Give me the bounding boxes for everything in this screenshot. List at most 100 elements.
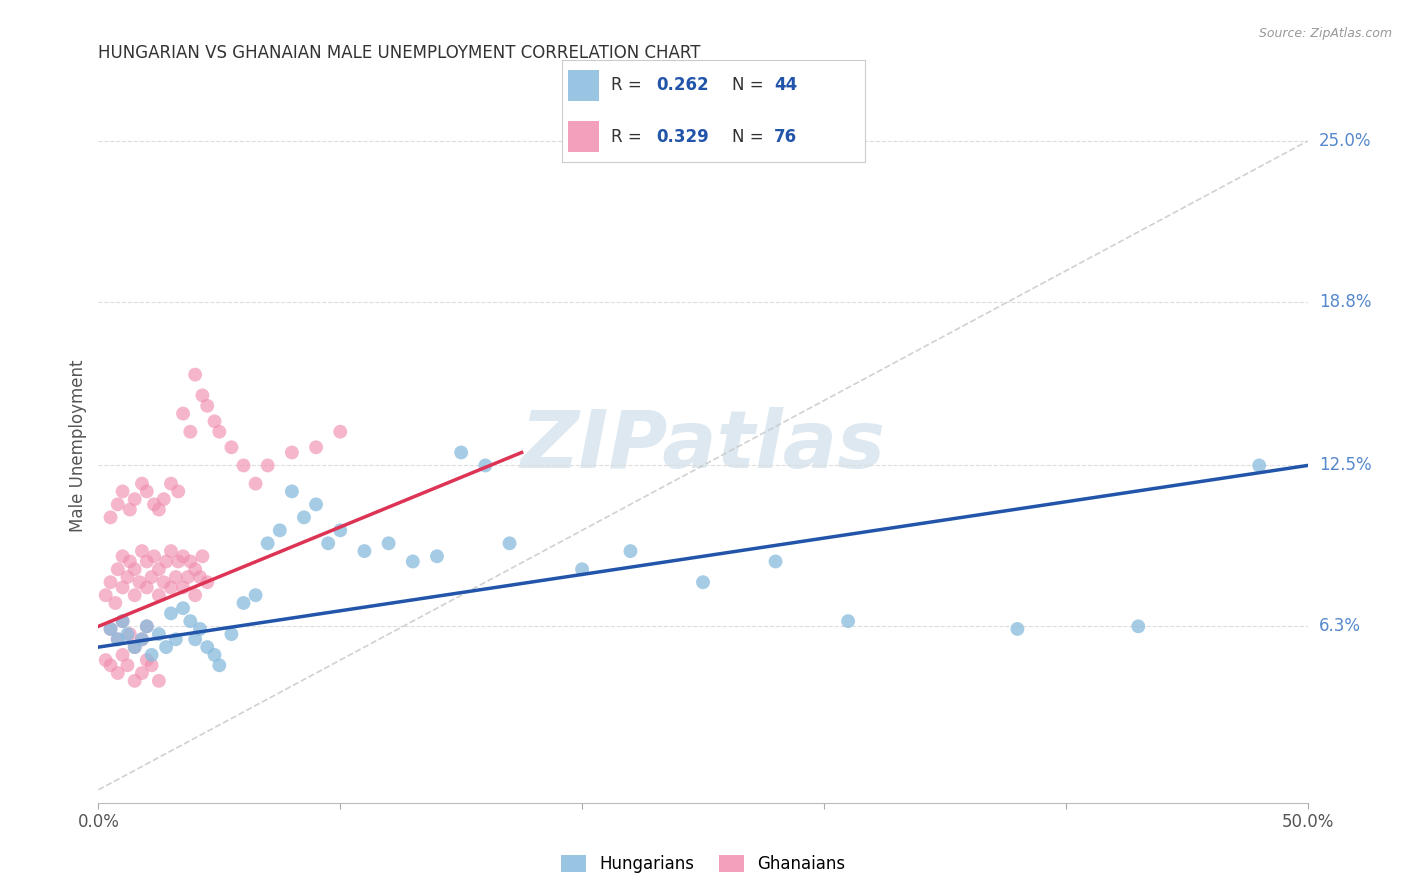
Point [305, 440, 328, 454]
Point [221, 627, 243, 641]
Point [172, 407, 194, 421]
Text: Source: ZipAtlas.com: Source: ZipAtlas.com [1258, 27, 1392, 40]
Point [118, 554, 141, 568]
Point [118, 502, 141, 516]
Point [107, 497, 129, 511]
Point [195, 575, 218, 590]
Point [232, 458, 254, 473]
Point [141, 658, 163, 673]
Point [160, 476, 183, 491]
Point [316, 536, 339, 550]
Text: 25.0%: 25.0% [1319, 132, 1371, 150]
Point [329, 425, 352, 439]
Point [135, 554, 157, 568]
Point [208, 658, 231, 673]
Point [124, 640, 146, 654]
Point [148, 588, 170, 602]
Point [160, 607, 183, 621]
Point [104, 596, 127, 610]
Point [353, 544, 375, 558]
Point [195, 640, 218, 654]
Point [107, 632, 129, 647]
Point [148, 673, 170, 688]
Point [107, 562, 129, 576]
Text: HUNGARIAN VS GHANAIAN MALE UNEMPLOYMENT CORRELATION CHART: HUNGARIAN VS GHANAIAN MALE UNEMPLOYMENT … [98, 45, 702, 62]
Point [100, 622, 122, 636]
Point [117, 627, 139, 641]
Point [141, 570, 163, 584]
Point [377, 536, 399, 550]
Point [117, 570, 139, 584]
Text: 18.8%: 18.8% [1319, 293, 1371, 311]
Point [172, 601, 194, 615]
Point [124, 492, 146, 507]
Point [124, 673, 146, 688]
Point [204, 414, 226, 428]
Point [269, 524, 291, 538]
Point [256, 536, 278, 550]
Text: N =: N = [731, 77, 769, 95]
Point [135, 581, 157, 595]
Point [128, 575, 150, 590]
Point [188, 570, 211, 584]
Point [245, 476, 267, 491]
Bar [568, 70, 599, 101]
Point [837, 614, 859, 628]
Legend: Hungarians, Ghanaians: Hungarians, Ghanaians [554, 848, 852, 880]
Point [135, 619, 157, 633]
Point [100, 658, 122, 673]
Text: R =: R = [610, 77, 647, 95]
Point [117, 658, 139, 673]
Point [281, 445, 304, 459]
Point [165, 632, 187, 647]
Point [184, 562, 207, 576]
Point [177, 570, 200, 584]
Point [450, 445, 472, 459]
Point [184, 588, 207, 602]
Point [100, 575, 122, 590]
Point [141, 648, 163, 662]
Point [118, 627, 141, 641]
Point [94, 588, 117, 602]
Point [143, 549, 166, 564]
Point [160, 544, 183, 558]
Point [498, 536, 520, 550]
Point [135, 484, 157, 499]
Point [167, 554, 190, 568]
Point [165, 570, 187, 584]
Point [208, 425, 231, 439]
Y-axis label: Male Unemployment: Male Unemployment [69, 359, 87, 533]
Point [402, 554, 425, 568]
Point [195, 399, 218, 413]
Bar [568, 121, 599, 152]
Point [1249, 458, 1271, 473]
Point [329, 524, 352, 538]
Point [179, 425, 201, 439]
Point [111, 581, 134, 595]
Point [100, 622, 122, 636]
Point [131, 476, 153, 491]
Point [131, 632, 153, 647]
Text: 76: 76 [773, 128, 797, 145]
Point [148, 562, 170, 576]
Point [256, 458, 278, 473]
Point [148, 627, 170, 641]
Point [143, 497, 166, 511]
Text: N =: N = [731, 128, 769, 145]
Point [765, 554, 787, 568]
Point [107, 632, 129, 647]
Point [172, 581, 194, 595]
Text: 0.262: 0.262 [657, 77, 709, 95]
Point [124, 588, 146, 602]
Point [148, 502, 170, 516]
Point [160, 581, 183, 595]
Point [204, 648, 226, 662]
Point [305, 497, 328, 511]
Point [111, 648, 134, 662]
Text: ZIPatlas: ZIPatlas [520, 407, 886, 485]
Point [111, 549, 134, 564]
Point [131, 632, 153, 647]
Text: R =: R = [610, 128, 647, 145]
Point [167, 484, 190, 499]
Point [135, 653, 157, 667]
